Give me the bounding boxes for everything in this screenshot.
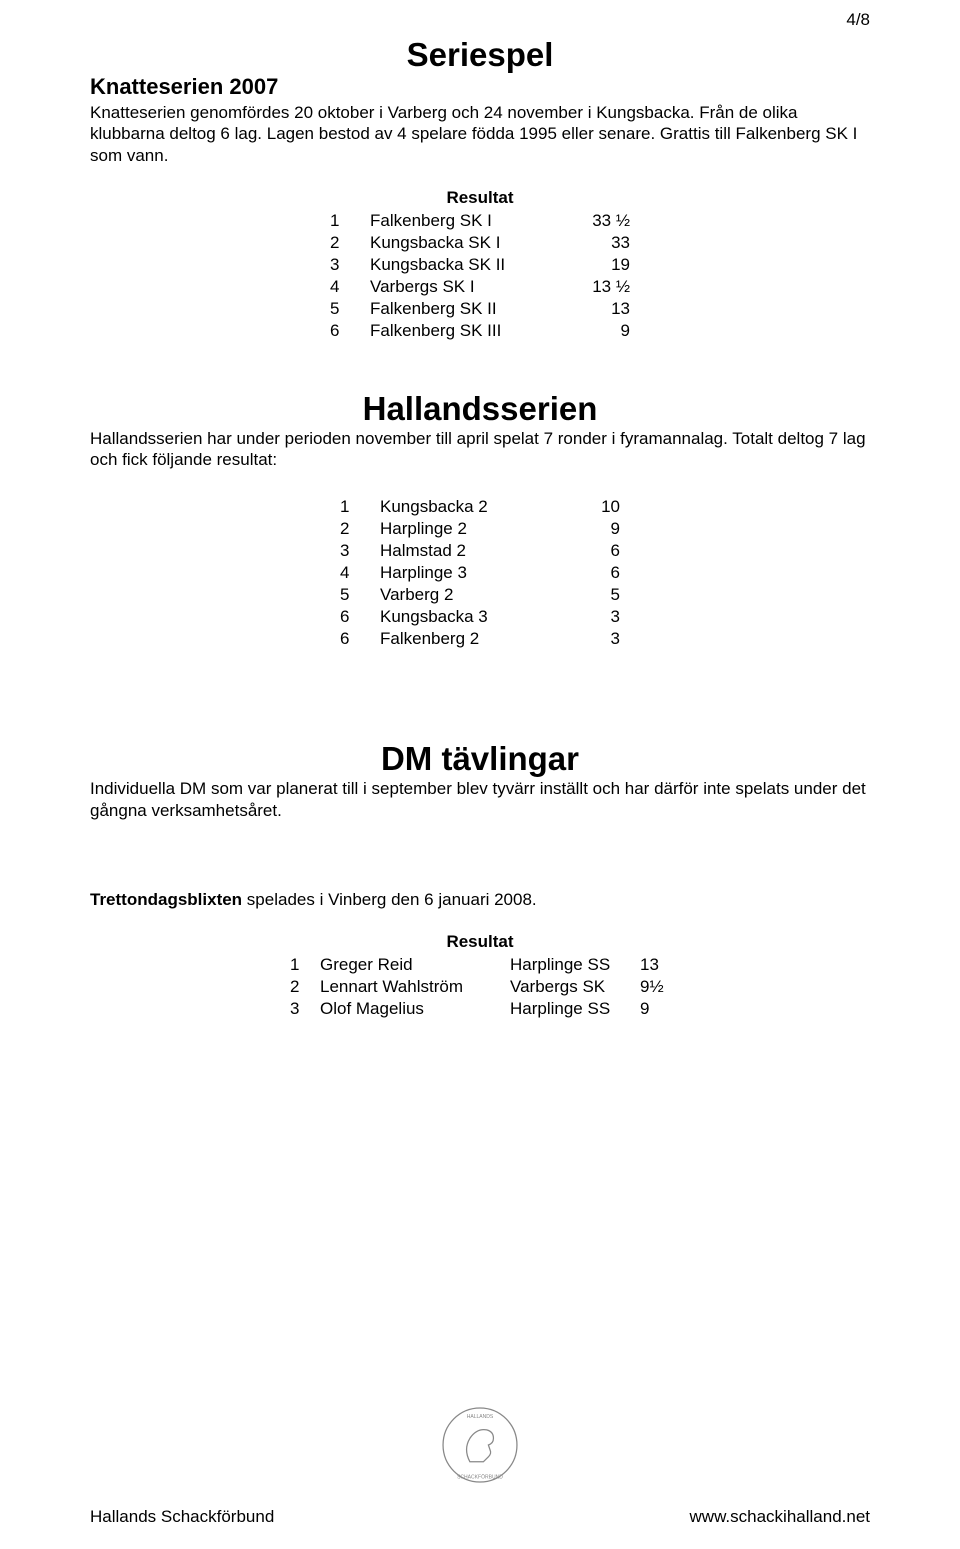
table-row: 4Harplinge 36 bbox=[340, 562, 620, 584]
rank-cell: 5 bbox=[330, 298, 370, 320]
score-cell: 33 ½ bbox=[570, 210, 630, 232]
score-cell: 6 bbox=[580, 540, 620, 562]
team-cell: Kungsbacka 2 bbox=[380, 496, 580, 518]
table-row: 2Kungsbacka SK I33 bbox=[330, 232, 630, 254]
score-cell: 19 bbox=[570, 254, 630, 276]
score-cell: 6 bbox=[580, 562, 620, 584]
table-row: 3Kungsbacka SK II19 bbox=[330, 254, 630, 276]
resultat-label-1: Resultat bbox=[90, 188, 870, 208]
rank-cell: 3 bbox=[290, 998, 320, 1020]
table-row: 3Olof MageliusHarplinge SS9 bbox=[290, 998, 670, 1020]
score-cell: 13 bbox=[570, 298, 630, 320]
table-row: 5Falkenberg SK II13 bbox=[330, 298, 630, 320]
table-row: 5Varberg 25 bbox=[340, 584, 620, 606]
footer: Hallands Schackförbund www.schackihallan… bbox=[90, 1507, 870, 1527]
table-row: 6Kungsbacka 33 bbox=[340, 606, 620, 628]
score-cell: 13 ½ bbox=[570, 276, 630, 298]
table-row: 1Falkenberg SK I33 ½ bbox=[330, 210, 630, 232]
page-container: 4/8 Seriespel Knatteserien 2007 Knattese… bbox=[0, 0, 960, 1549]
dm-table: 1Greger ReidHarplinge SS13 2Lennart Wahl… bbox=[290, 954, 670, 1020]
trettondagsblixten-label: Trettondagsblixten bbox=[90, 890, 242, 909]
table-row: 6Falkenberg SK III9 bbox=[330, 320, 630, 342]
team-cell: Varberg 2 bbox=[380, 584, 580, 606]
rank-cell: 1 bbox=[340, 496, 380, 518]
resultat-label-2: Resultat bbox=[90, 932, 870, 952]
team-cell: Harplinge 2 bbox=[380, 518, 580, 540]
knatteserien-subtitle: Knatteserien 2007 bbox=[90, 74, 870, 100]
rank-cell: 5 bbox=[340, 584, 380, 606]
score-cell: 3 bbox=[580, 628, 620, 650]
score-cell: 5 bbox=[580, 584, 620, 606]
hallandsserien-intro: Hallandsserien har under perioden novemb… bbox=[90, 428, 870, 471]
svg-text:SCHACKFÖRBUND: SCHACKFÖRBUND bbox=[457, 1474, 503, 1481]
seriespel-title: Seriespel bbox=[90, 36, 870, 74]
trettondagsblixten-line: Trettondagsblixten spelades i Vinberg de… bbox=[90, 889, 870, 910]
team-cell: Kungsbacka 3 bbox=[380, 606, 580, 628]
rank-cell: 2 bbox=[340, 518, 380, 540]
hallandsserien-title: Hallandsserien bbox=[90, 390, 870, 428]
rank-cell: 6 bbox=[340, 628, 380, 650]
rank-cell: 6 bbox=[340, 606, 380, 628]
team-cell: Falkenberg SK I bbox=[370, 210, 570, 232]
page-number: 4/8 bbox=[846, 10, 870, 30]
score-cell: 10 bbox=[580, 496, 620, 518]
score-cell: 13 bbox=[640, 954, 670, 976]
team-cell: Falkenberg SK II bbox=[370, 298, 570, 320]
footer-right: www.schackihalland.net bbox=[690, 1507, 870, 1527]
dm-title: DM tävlingar bbox=[90, 740, 870, 778]
table-row: 3Halmstad 26 bbox=[340, 540, 620, 562]
club-cell: Varbergs SK bbox=[510, 976, 640, 998]
score-cell: 3 bbox=[580, 606, 620, 628]
knatteserien-table: 1Falkenberg SK I33 ½ 2Kungsbacka SK I33 … bbox=[330, 210, 630, 342]
team-cell: Halmstad 2 bbox=[380, 540, 580, 562]
hallandsserien-table: 1Kungsbacka 210 2Harplinge 29 3Halmstad … bbox=[340, 496, 620, 650]
team-cell: Kungsbacka SK II bbox=[370, 254, 570, 276]
rank-cell: 1 bbox=[290, 954, 320, 976]
club-cell: Harplinge SS bbox=[510, 954, 640, 976]
team-cell: Falkenberg 2 bbox=[380, 628, 580, 650]
club-cell: Harplinge SS bbox=[510, 998, 640, 1020]
score-cell: 9 bbox=[570, 320, 630, 342]
name-cell: Olof Magelius bbox=[320, 998, 510, 1020]
svg-text:HALLANDS: HALLANDS bbox=[467, 1414, 494, 1420]
table-row: 2Lennart WahlströmVarbergs SK9½ bbox=[290, 976, 670, 998]
table-row: 2Harplinge 29 bbox=[340, 518, 620, 540]
rank-cell: 4 bbox=[330, 276, 370, 298]
table-row: 1Kungsbacka 210 bbox=[340, 496, 620, 518]
team-cell: Falkenberg SK III bbox=[370, 320, 570, 342]
team-cell: Varbergs SK I bbox=[370, 276, 570, 298]
rank-cell: 6 bbox=[330, 320, 370, 342]
knatteserien-intro: Knatteserien genomfördes 20 oktober i Va… bbox=[90, 102, 870, 166]
team-cell: Kungsbacka SK I bbox=[370, 232, 570, 254]
rank-cell: 2 bbox=[330, 232, 370, 254]
rank-cell: 3 bbox=[330, 254, 370, 276]
name-cell: Greger Reid bbox=[320, 954, 510, 976]
dm-intro: Individuella DM som var planerat till i … bbox=[90, 778, 870, 821]
rank-cell: 4 bbox=[340, 562, 380, 584]
rank-cell: 3 bbox=[340, 540, 380, 562]
score-cell: 33 bbox=[570, 232, 630, 254]
score-cell: 9 bbox=[580, 518, 620, 540]
name-cell: Lennart Wahlström bbox=[320, 976, 510, 998]
score-cell: 9½ bbox=[640, 976, 670, 998]
table-row: 6Falkenberg 23 bbox=[340, 628, 620, 650]
hallands-logo-icon: HALLANDS SCHACKFÖRBUND bbox=[438, 1403, 522, 1487]
table-row: 4Varbergs SK I13 ½ bbox=[330, 276, 630, 298]
team-cell: Harplinge 3 bbox=[380, 562, 580, 584]
score-cell: 9 bbox=[640, 998, 670, 1020]
rank-cell: 1 bbox=[330, 210, 370, 232]
trettondagsblixten-rest: spelades i Vinberg den 6 januari 2008. bbox=[242, 890, 537, 909]
table-row: 1Greger ReidHarplinge SS13 bbox=[290, 954, 670, 976]
rank-cell: 2 bbox=[290, 976, 320, 998]
footer-left: Hallands Schackförbund bbox=[90, 1507, 274, 1527]
